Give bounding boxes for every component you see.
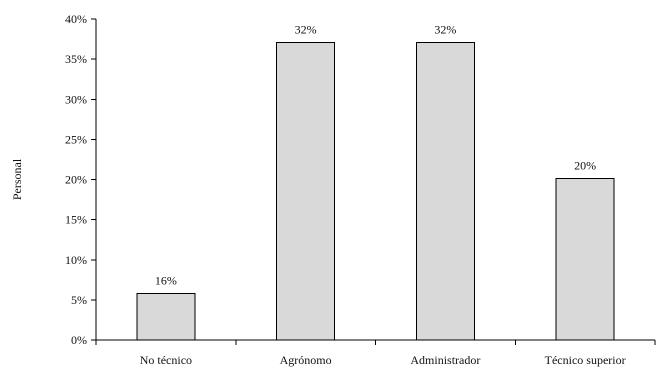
bar [276,41,336,341]
data-label: 16% [155,273,177,287]
x-axis: No técnico Agrónomo Administrador Técnico s… [95,339,656,367]
y-tick-label: 20% [65,173,87,187]
y-tick-label: 35% [65,52,87,66]
x-tick-label: Administrador [410,353,480,367]
y-tick-label: 5% [71,293,87,307]
x-tick-label: Agrónomo [280,353,332,367]
data-label: 20% [574,159,596,173]
bar [415,41,475,341]
data-label: 32% [434,22,456,36]
x-tick-label: Técnico superior [545,353,626,367]
y-tick-label: 15% [65,213,87,227]
y-axis-label: Personal [10,158,24,200]
bar [555,178,615,341]
bar [136,292,196,341]
y-tick-label: 40% [65,12,87,26]
data-label: 32% [295,22,317,36]
y-tick-label: 30% [65,92,87,106]
y-axis: Personal 0% 5% 10% 15% 20% 25% 30% 35% 40% [10,12,97,347]
y-tick-label: 25% [65,132,87,146]
y-tick-label: 0% [71,333,87,347]
plot-area: 16% 32% 32% 20% [136,22,615,341]
y-tick-label: 10% [65,253,87,267]
x-tick-label: No técnico [140,353,192,367]
